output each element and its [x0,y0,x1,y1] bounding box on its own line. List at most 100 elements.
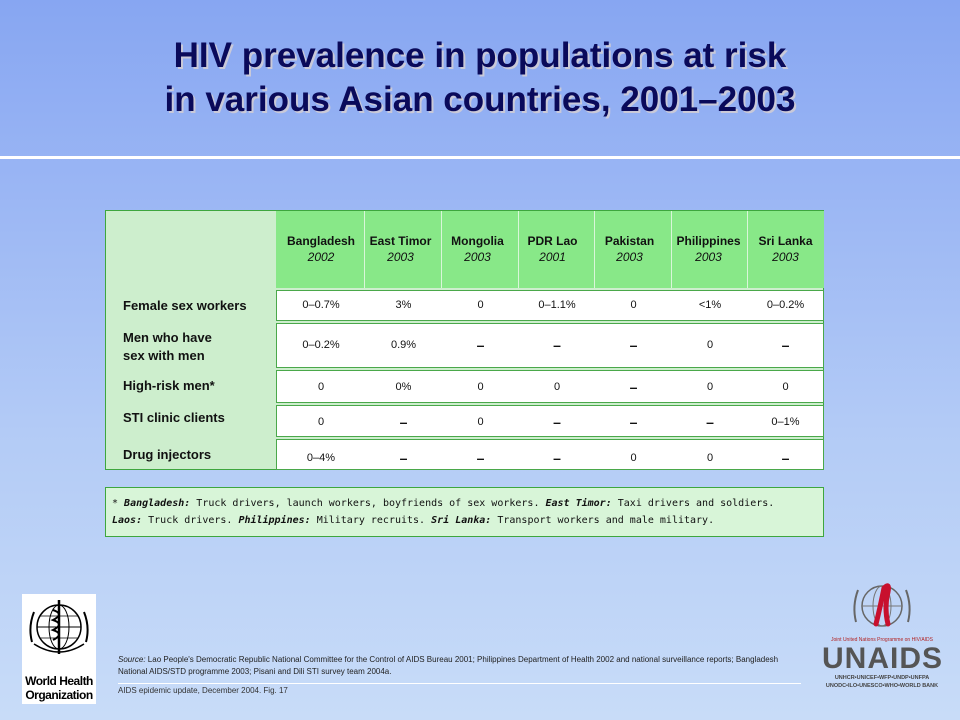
unaids-cosponsors-line: UNHCR•UNICEF•WFP•UNDP•UNFPA [834,675,930,681]
table-cell: 0–1.1% [538,299,576,311]
prevalence-table: Bangladesh 2002 East Timor 2003 Mongolia… [105,210,824,470]
table-cell: 0 [782,381,789,393]
table-cell: – [706,414,714,430]
column-header-sri-lanka: Sri Lanka 2003 [749,233,822,265]
row-label-female-sex-workers: Female sex workers [123,298,247,313]
header-divider [747,211,748,288]
footnote-key: Bangladesh: [124,498,191,509]
table-cell: 0–4% [306,452,336,464]
table-cell: 0 [477,381,484,393]
table-cell: 0% [395,381,412,393]
column-year: 2003 [616,250,643,264]
table-row: 0 – 0 – – – 0–1% [276,405,824,437]
column-header-east-timor: East Timor 2003 [364,233,437,265]
column-year: 2002 [307,250,335,264]
footnote-key: Philippines: [238,515,311,526]
footnote-key: East Timor: [545,498,612,509]
header-divider [594,211,595,288]
source-text: Lao People's Democratic Republic Nationa… [118,655,779,676]
column-country: Mongolia [451,234,504,248]
column-header-philippines: Philippines 2003 [669,233,748,265]
column-year: 2001 [539,250,566,264]
title-line-1: HIV prevalence in populations at risk [173,36,787,75]
table-cell: 0.9% [390,339,417,351]
table-cell: 0 [477,299,484,311]
table-cell: 0 [630,299,637,311]
column-country: Philippines [676,234,741,248]
footnote-text: Taxi drivers and soldiers. [611,498,775,509]
column-country: PDR Lao [527,234,578,248]
column-country: East Timor [369,234,432,248]
row-label-msm: Men who have sex with men [123,329,212,365]
slide-title: HIV prevalence in populations at risk in… [0,34,960,122]
table-cell: – [553,450,561,466]
column-country: Pakistan [604,234,655,248]
table-row: 0–0.7% 3% 0 0–1.1% 0 <1% 0–0.2% [276,290,824,321]
row-label-drug-injectors: Drug injectors [123,447,212,462]
table-cell: <1% [698,299,722,311]
title-divider [0,156,960,159]
footnote-text: Military recruits. [310,515,432,526]
column-header-bangladesh: Bangladesh 2002 [282,233,360,265]
table-row: 0–0.2% 0.9% – – – 0 – [276,323,824,368]
table-cell: – [476,337,485,353]
table-cell: – [553,414,561,430]
column-header-pdr-lao: PDR Lao 2001 [516,233,589,265]
table-cell: 0 [317,381,325,393]
footnote-key: Laos: [112,515,143,526]
who-logo: World Health Organization [22,594,96,704]
footnote-star: * [112,498,125,509]
unaids-wordmark: UNAIDS [822,642,944,675]
column-year: 2003 [464,250,491,264]
source-label: Source: [118,655,146,664]
footnote-text: Truck drivers. [142,515,239,526]
unaids-logo: Joint United Nations Programme on HIV/AI… [822,578,942,698]
column-year: 2003 [772,250,799,264]
column-header-mongolia: Mongolia 2003 [441,233,514,265]
footnote-line-1: * Bangladesh: Truck drivers, launch work… [112,495,823,512]
column-country: Bangladesh [286,234,355,248]
footnote-text: Truck drivers, launch workers, boyfriend… [190,498,546,509]
table-cell: 0 [706,339,714,351]
footer-caption: AIDS epidemic update, December 2004. Fig… [118,686,288,695]
row-label-line: sex with men [123,348,205,363]
table-cell: 0 [706,381,714,393]
table-row: 0–4% – – – 0 0 – [276,439,824,470]
who-wordmark-line: Organization [25,688,93,702]
column-year: 2003 [695,250,722,264]
table-cell: – [553,337,561,353]
header-divider [671,211,672,288]
column-year: 2003 [387,250,414,264]
who-wordmark-line: World Health [25,674,93,688]
footnote-key: Sri Lanka: [431,515,492,526]
table-cell: 0 [317,416,325,428]
footnote-line-2: Laos: Truck drivers. Philippines: Milita… [112,512,823,529]
column-header-pakistan: Pakistan 2003 [593,233,666,265]
table-cell: – [399,414,408,430]
table-cell: 0 [553,381,561,393]
source-citation: Source: Lao People's Democratic Republic… [118,654,808,678]
unaids-cosponsors: UNHCR•UNICEF•WFP•UNDP•UNFPA UNODC•ILO•UN… [822,674,942,690]
header-divider [441,211,442,288]
table-cell: 0–0.2% [302,339,340,351]
footnote-box: * Bangladesh: Truck drivers, launch work… [105,487,824,537]
table-cell: – [629,414,638,430]
row-label-sti-clinic-clients: STI clinic clients [123,410,225,425]
table-cell: 0–0.7% [302,299,340,311]
table-cell: 0 [477,416,484,428]
table-cell: 3% [395,299,412,311]
table-cell: – [629,337,638,353]
unaids-tagline: Joint United Nations Programme on HIV/AI… [831,637,933,643]
who-emblem-icon [29,600,89,654]
who-wordmark: World Health Organization [22,674,96,702]
un-emblem-icon [853,583,911,627]
column-country: Sri Lanka [758,234,813,248]
table-cell: – [781,337,790,353]
header-divider [364,211,365,288]
row-label-high-risk-men: High-risk men* [123,378,215,393]
footer-divider [118,683,801,684]
table-cell: 0–0.2% [766,299,805,311]
header-divider [518,211,519,288]
unaids-cosponsors-line: UNODC•ILO•UNESCO•WHO•WORLD BANK [825,683,939,689]
table-header [276,211,824,288]
